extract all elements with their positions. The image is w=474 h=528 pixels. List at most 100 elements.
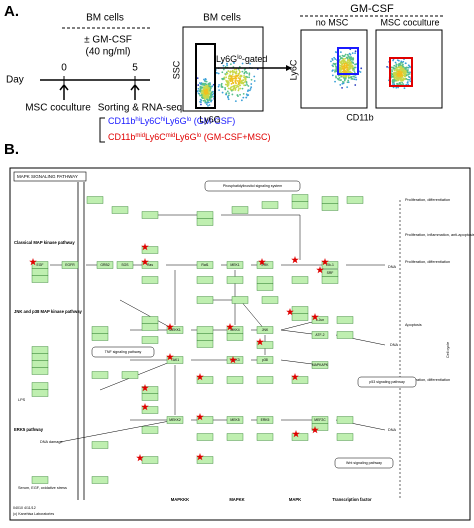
text-part: Ly6C xyxy=(145,132,166,142)
gene-box xyxy=(141,316,159,324)
dot xyxy=(218,84,220,86)
dot xyxy=(395,86,398,89)
gene-label: ERK5 xyxy=(261,418,270,422)
gene-box xyxy=(166,326,184,334)
superscript: lo xyxy=(187,117,192,123)
gene-box xyxy=(196,276,214,284)
dot xyxy=(335,76,338,79)
superscript: lo xyxy=(237,55,242,61)
gene-box xyxy=(231,206,249,214)
superscript: lo xyxy=(197,133,202,139)
dot xyxy=(404,75,406,77)
gene-box xyxy=(226,276,244,284)
dot xyxy=(230,75,232,78)
star xyxy=(291,256,299,264)
dot xyxy=(342,65,344,68)
dot xyxy=(211,85,214,88)
dot xyxy=(209,99,212,102)
dot xyxy=(234,72,237,75)
dot xyxy=(343,78,346,81)
dot xyxy=(199,98,202,101)
dot xyxy=(402,70,405,73)
dot xyxy=(199,88,202,91)
dot xyxy=(347,70,350,73)
dot xyxy=(347,81,350,84)
dot xyxy=(225,83,228,86)
gene-label: MEF2C xyxy=(314,418,326,422)
gene-box xyxy=(141,426,159,434)
gene-box xyxy=(141,406,159,414)
dot xyxy=(348,52,351,55)
dot xyxy=(237,89,240,92)
dot xyxy=(205,96,208,99)
plot-frame xyxy=(300,29,368,109)
dot xyxy=(404,62,407,65)
gene-box xyxy=(96,261,114,269)
dot xyxy=(207,95,210,98)
dot xyxy=(339,51,342,54)
gene-box xyxy=(311,423,329,431)
dot xyxy=(244,70,247,73)
dose: (40 ng/ml) xyxy=(85,47,130,58)
dot xyxy=(392,78,394,81)
dot xyxy=(204,100,207,103)
dot xyxy=(403,87,406,90)
gene-label: Ras xyxy=(147,263,153,267)
gene-box xyxy=(321,196,339,204)
dot xyxy=(404,68,407,70)
dot xyxy=(232,87,235,90)
pathway: p53 signaling pathway xyxy=(369,380,405,384)
day-start: 0 xyxy=(61,63,67,74)
gene-box xyxy=(31,353,49,361)
gene-box xyxy=(141,211,159,219)
dot xyxy=(397,66,400,69)
dot xyxy=(242,92,245,95)
dot xyxy=(197,84,200,86)
dot xyxy=(224,88,227,91)
dot xyxy=(404,70,407,72)
dot xyxy=(217,85,220,88)
dot xyxy=(351,78,354,80)
dot xyxy=(345,71,348,74)
dot xyxy=(341,86,343,89)
pathway: Phosphatidylinositol signaling system xyxy=(223,184,282,188)
dot xyxy=(238,65,241,68)
dot xyxy=(229,63,232,66)
dot xyxy=(397,86,400,89)
dot xyxy=(402,63,404,66)
text-part: (GM-CSF) xyxy=(191,116,235,126)
star xyxy=(258,258,266,266)
dot xyxy=(349,66,352,68)
dot xyxy=(236,94,239,97)
gene-box xyxy=(111,206,129,214)
dot xyxy=(229,88,232,91)
level-label: Transcription factor xyxy=(332,497,372,502)
dot xyxy=(203,87,206,90)
dot xyxy=(344,77,346,79)
text-part: (GM-CSF+MSC) xyxy=(201,132,270,142)
dot xyxy=(393,69,396,72)
dot xyxy=(225,93,227,96)
gene-box xyxy=(256,261,274,269)
star xyxy=(196,373,204,381)
dots xyxy=(330,46,413,90)
dot xyxy=(198,90,201,93)
dot xyxy=(234,88,237,91)
end-event: Sorting & RNA-seq xyxy=(98,103,182,114)
gene-label: MKK4 xyxy=(230,328,239,332)
gene-box xyxy=(261,201,279,209)
text-part: CD11b xyxy=(108,132,135,142)
text-part: Ly6C xyxy=(140,116,161,126)
dot xyxy=(401,81,404,84)
dot xyxy=(349,61,352,64)
dot xyxy=(245,93,248,96)
output: Proliferation, inflammation, anti-apopto… xyxy=(405,233,474,237)
gene-box xyxy=(291,313,309,321)
dot xyxy=(246,76,249,79)
dot xyxy=(241,79,244,82)
dot xyxy=(227,87,230,90)
gene-box xyxy=(141,456,159,464)
input: LPS xyxy=(18,398,26,402)
gene-box xyxy=(336,416,354,424)
gene-box xyxy=(256,376,274,384)
